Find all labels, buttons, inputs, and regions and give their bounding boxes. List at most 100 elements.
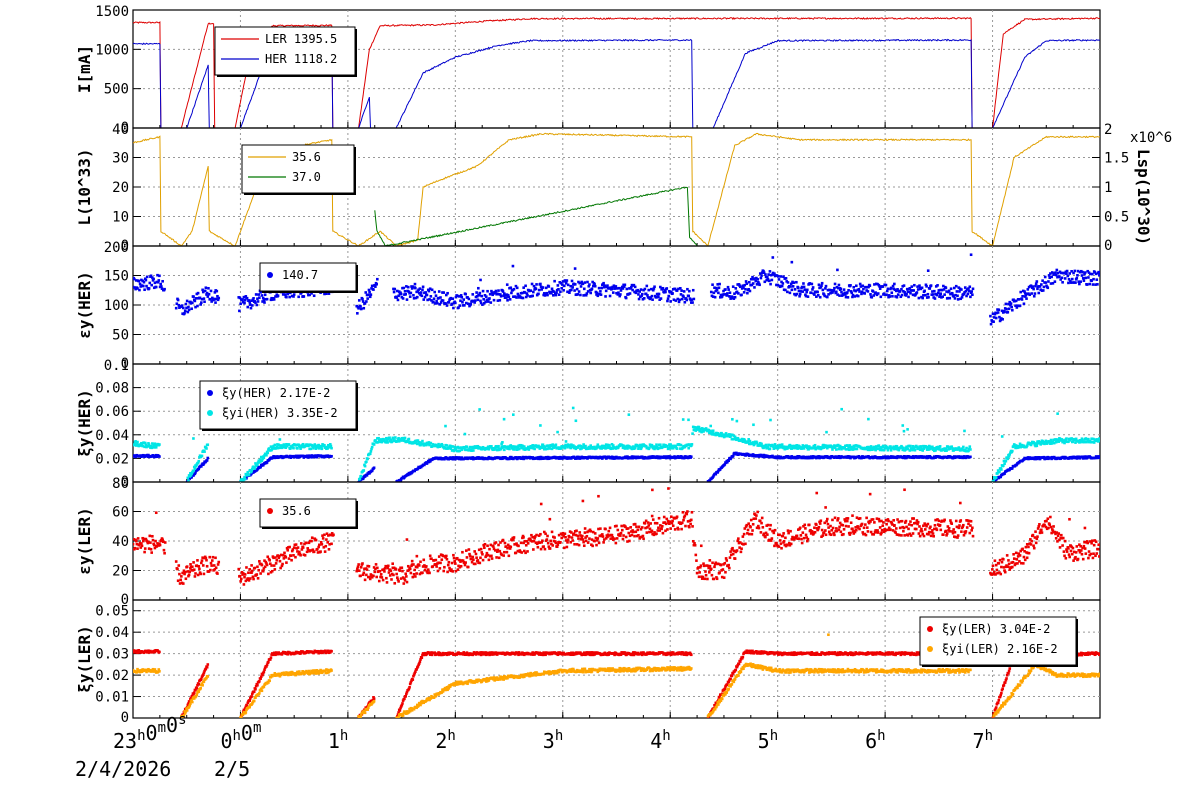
series-line <box>133 16 1100 128</box>
data-point <box>944 447 948 451</box>
data-point <box>522 286 525 289</box>
data-point <box>1072 271 1075 275</box>
data-point <box>1011 467 1014 470</box>
data-point <box>733 295 737 299</box>
data-point <box>160 287 164 291</box>
data-point <box>657 295 660 299</box>
data-point <box>1046 286 1050 290</box>
data-point <box>470 557 473 561</box>
data-point <box>539 532 542 536</box>
data-point <box>1074 281 1077 284</box>
data-point <box>325 292 328 296</box>
data-point <box>274 562 278 565</box>
data-point <box>1092 277 1095 281</box>
data-point <box>246 305 250 309</box>
data-point <box>971 287 975 291</box>
data-point <box>833 446 837 450</box>
data-point <box>467 297 471 301</box>
data-point <box>640 455 644 459</box>
data-point <box>399 291 402 295</box>
data-point <box>771 445 775 448</box>
data-point <box>1067 440 1070 443</box>
data-point <box>648 446 651 450</box>
data-point <box>873 283 876 286</box>
data-point <box>1067 281 1070 285</box>
data-point <box>314 538 318 542</box>
data-point <box>528 537 532 540</box>
data-point <box>495 292 499 296</box>
data-point <box>539 282 542 286</box>
data-point <box>795 280 798 284</box>
data-point <box>370 469 374 473</box>
data-point <box>611 291 615 294</box>
data-point <box>476 298 480 302</box>
data-point <box>372 288 375 291</box>
data-point <box>501 538 505 542</box>
data-point <box>954 284 958 288</box>
data-point <box>949 287 953 291</box>
data-point <box>216 298 220 302</box>
data-point <box>784 288 787 292</box>
data-point <box>760 442 763 446</box>
data-point <box>710 432 714 436</box>
data-point <box>888 295 892 298</box>
data-point <box>925 445 928 449</box>
data-point <box>951 447 954 450</box>
data-point <box>782 275 785 279</box>
data-point <box>659 443 662 447</box>
data-point <box>666 297 670 300</box>
data-point <box>323 292 326 296</box>
data-point <box>428 554 432 558</box>
data-point <box>679 286 682 290</box>
data-point <box>467 449 471 452</box>
data-point <box>150 551 153 554</box>
data-point <box>1097 439 1100 443</box>
data-point <box>1005 307 1008 311</box>
data-point <box>247 473 251 477</box>
data-point <box>192 561 195 564</box>
data-point <box>1096 283 1099 286</box>
data-point <box>790 288 794 292</box>
data-point <box>451 297 455 300</box>
data-point <box>831 448 834 451</box>
data-point <box>142 280 146 284</box>
data-point <box>443 565 446 569</box>
data-point <box>428 298 431 301</box>
data-point <box>428 571 431 575</box>
data-point <box>912 446 915 450</box>
data-point <box>1090 272 1094 276</box>
data-point <box>764 273 767 276</box>
data-point <box>383 438 386 441</box>
data-point <box>385 576 388 580</box>
data-point <box>1070 437 1073 440</box>
data-point <box>141 279 144 283</box>
data-point <box>450 568 453 571</box>
data-point <box>237 567 241 571</box>
data-point <box>924 283 928 287</box>
data-point <box>644 444 648 448</box>
ytick-label: 10 <box>112 210 129 226</box>
data-point <box>201 288 204 292</box>
data-point <box>726 285 730 289</box>
y-axis-label: ξy(HER) <box>75 389 94 456</box>
data-point <box>1047 274 1051 277</box>
data-point <box>563 446 567 450</box>
data-point <box>143 277 147 281</box>
data-point <box>533 536 536 540</box>
data-point <box>376 566 379 570</box>
data-point <box>530 282 534 286</box>
ytick-label: 20 <box>112 564 129 580</box>
data-point <box>483 294 487 297</box>
data-point <box>316 551 320 554</box>
data-point <box>138 288 141 292</box>
data-point <box>734 287 738 290</box>
data-point <box>819 285 823 289</box>
data-point <box>806 288 809 292</box>
data-point <box>1056 271 1060 275</box>
data-point <box>738 285 742 289</box>
data-point <box>403 579 407 582</box>
data-point <box>636 288 640 292</box>
data-point <box>393 287 397 291</box>
outlier-point <box>790 260 794 264</box>
